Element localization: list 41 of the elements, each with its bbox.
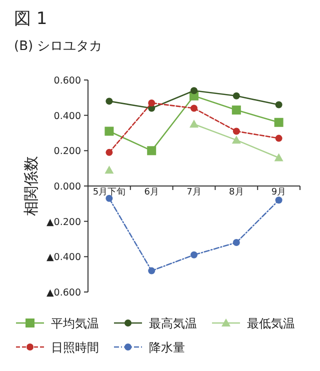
chart-subtitle: (B) シロユタカ: [14, 39, 102, 54]
y-tick-label: 0.600: [54, 76, 81, 86]
y-tick-label: ▲0.400: [46, 252, 81, 264]
point: [232, 106, 241, 115]
y-tick-label: 0.200: [54, 146, 81, 158]
point: [190, 251, 198, 258]
legend-label: 平均気温: [51, 316, 99, 330]
point: [148, 99, 156, 106]
point: [190, 87, 198, 94]
x-tick-label: 9月: [271, 188, 286, 198]
x-tick-label: 5月下旬: [92, 186, 126, 198]
legend-label: 最低気温: [247, 316, 295, 330]
point: [106, 98, 113, 105]
point: [232, 239, 240, 246]
point: [232, 128, 240, 135]
legend-label: 降水量: [149, 340, 185, 354]
point: [274, 153, 284, 162]
y-tick-label: ▲0.200: [46, 216, 81, 228]
y-tick-label: ▲0.600: [46, 288, 81, 298]
point: [190, 120, 198, 128]
point: [232, 92, 240, 100]
point: [148, 267, 156, 274]
point: [190, 104, 198, 112]
point: [232, 136, 241, 144]
y-tick-label: 0.400: [54, 110, 81, 122]
chart-title: 図 1: [14, 9, 48, 29]
x-tick-label: 7月: [186, 188, 202, 198]
point: [274, 118, 284, 127]
x-tick-label: 6月: [144, 188, 159, 198]
y-tick-label: 0.000: [54, 182, 81, 192]
legend-label: 日照時間: [51, 340, 99, 354]
point: [104, 126, 114, 136]
legend-label: 最高気温: [149, 316, 197, 330]
point: [106, 148, 113, 156]
point: [275, 196, 282, 204]
point: [104, 166, 114, 174]
point: [275, 134, 282, 142]
y-axis-title: 相関係数: [22, 156, 40, 216]
point: [275, 101, 282, 108]
x-tick-label: 8月: [229, 188, 244, 198]
point: [147, 146, 156, 156]
